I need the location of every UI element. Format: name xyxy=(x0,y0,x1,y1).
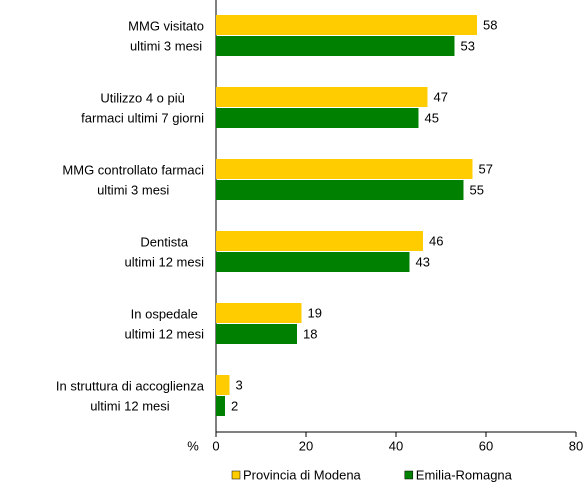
legend-swatch xyxy=(231,470,241,480)
category-label: ultimi 3 mesi xyxy=(130,38,202,53)
x-axis-label: % xyxy=(187,438,199,453)
category-label: In struttura di accoglienza xyxy=(56,378,205,393)
value-label: 43 xyxy=(416,254,430,269)
bar xyxy=(216,375,230,395)
bar xyxy=(216,180,464,200)
bar xyxy=(216,15,477,35)
x-tick-label: 20 xyxy=(299,438,313,453)
bar xyxy=(216,303,302,323)
legend-swatch xyxy=(404,470,414,480)
bar xyxy=(216,36,455,56)
category-label: Utilizzo 4 o più xyxy=(100,90,185,105)
value-label: 53 xyxy=(461,38,475,53)
value-label: 47 xyxy=(434,89,448,104)
category-label: farmaci ultimi 7 giorni xyxy=(81,110,204,125)
x-tick-label: 60 xyxy=(479,438,493,453)
category-label: ultimi 12 mesi xyxy=(125,326,205,341)
bar xyxy=(216,159,473,179)
category-label: ultimi 3 mesi xyxy=(97,182,169,197)
category-label: MMG controllato farmaci xyxy=(62,162,204,177)
value-label: 3 xyxy=(236,377,243,392)
legend-label: Provincia di Modena xyxy=(243,467,362,482)
value-label: 45 xyxy=(425,110,439,125)
category-label: Dentista xyxy=(140,234,188,249)
category-label: ultimi 12 mesi xyxy=(125,254,205,269)
legend-label: Emilia-Romagna xyxy=(416,467,513,482)
bar xyxy=(216,396,225,416)
bar xyxy=(216,108,419,128)
category-label: In ospedale xyxy=(131,306,198,321)
x-tick-label: 80 xyxy=(569,438,583,453)
value-label: 2 xyxy=(231,398,238,413)
bar xyxy=(216,87,428,107)
bar xyxy=(216,324,297,344)
category-label: MMG visitato xyxy=(128,18,204,33)
x-tick-label: 40 xyxy=(389,438,403,453)
value-label: 46 xyxy=(429,233,443,248)
value-label: 19 xyxy=(308,305,322,320)
category-label: ultimi 12 mesi xyxy=(90,398,170,413)
bar xyxy=(216,231,423,251)
value-label: 57 xyxy=(479,161,493,176)
value-label: 58 xyxy=(483,17,497,32)
bar xyxy=(216,252,410,272)
value-label: 55 xyxy=(470,182,484,197)
x-tick-label: 0 xyxy=(212,438,219,453)
value-label: 18 xyxy=(303,326,317,341)
